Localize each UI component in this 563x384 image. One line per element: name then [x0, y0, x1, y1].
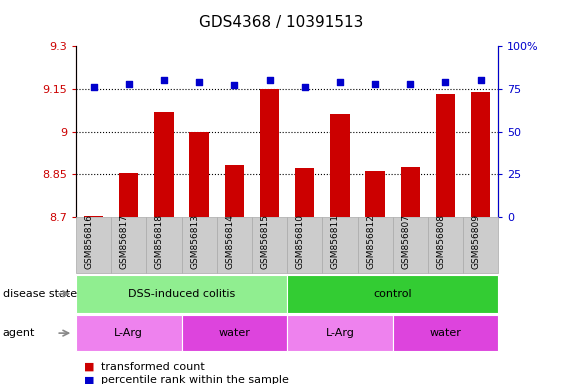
Point — [230, 82, 239, 88]
Bar — [436, 94, 455, 217]
Text: agent: agent — [3, 328, 35, 338]
Bar — [119, 174, 138, 217]
Bar — [365, 170, 385, 217]
Bar — [401, 167, 420, 217]
Text: water: water — [218, 328, 251, 338]
Bar — [295, 168, 314, 217]
Bar — [190, 131, 209, 217]
Text: water: water — [430, 328, 462, 338]
Point — [406, 81, 415, 87]
Text: GSM856818: GSM856818 — [155, 214, 164, 269]
Point — [124, 81, 133, 87]
Text: GSM856812: GSM856812 — [366, 214, 375, 269]
Text: disease state: disease state — [3, 289, 77, 299]
Text: DSS-induced colitis: DSS-induced colitis — [128, 289, 235, 299]
Bar — [225, 165, 244, 217]
Text: GSM856816: GSM856816 — [84, 214, 93, 269]
Point — [89, 84, 98, 90]
Text: GSM856815: GSM856815 — [261, 214, 270, 269]
Point — [370, 81, 379, 87]
Text: GSM856814: GSM856814 — [225, 214, 234, 269]
Text: ■: ■ — [84, 362, 95, 372]
Text: GSM856811: GSM856811 — [331, 214, 340, 269]
Point — [476, 77, 485, 83]
Text: L-Arg: L-Arg — [114, 328, 143, 338]
Text: GSM856809: GSM856809 — [472, 214, 481, 269]
Point — [441, 79, 450, 85]
Text: GSM856810: GSM856810 — [296, 214, 305, 269]
Point — [265, 77, 274, 83]
Text: GSM856817: GSM856817 — [120, 214, 129, 269]
Point — [300, 84, 309, 90]
Text: GSM856807: GSM856807 — [401, 214, 410, 269]
Bar — [330, 114, 350, 217]
Bar — [154, 112, 173, 217]
Text: GDS4368 / 10391513: GDS4368 / 10391513 — [199, 15, 364, 30]
Text: L-Arg: L-Arg — [325, 328, 354, 338]
Text: transformed count: transformed count — [101, 362, 205, 372]
Text: ■: ■ — [84, 375, 95, 384]
Text: GSM856813: GSM856813 — [190, 214, 199, 269]
Text: GSM856808: GSM856808 — [436, 214, 445, 269]
Bar — [471, 92, 490, 217]
Point — [159, 77, 168, 83]
Text: control: control — [373, 289, 412, 299]
Bar — [260, 89, 279, 217]
Point — [336, 79, 345, 85]
Text: percentile rank within the sample: percentile rank within the sample — [101, 375, 289, 384]
Point — [195, 79, 204, 85]
